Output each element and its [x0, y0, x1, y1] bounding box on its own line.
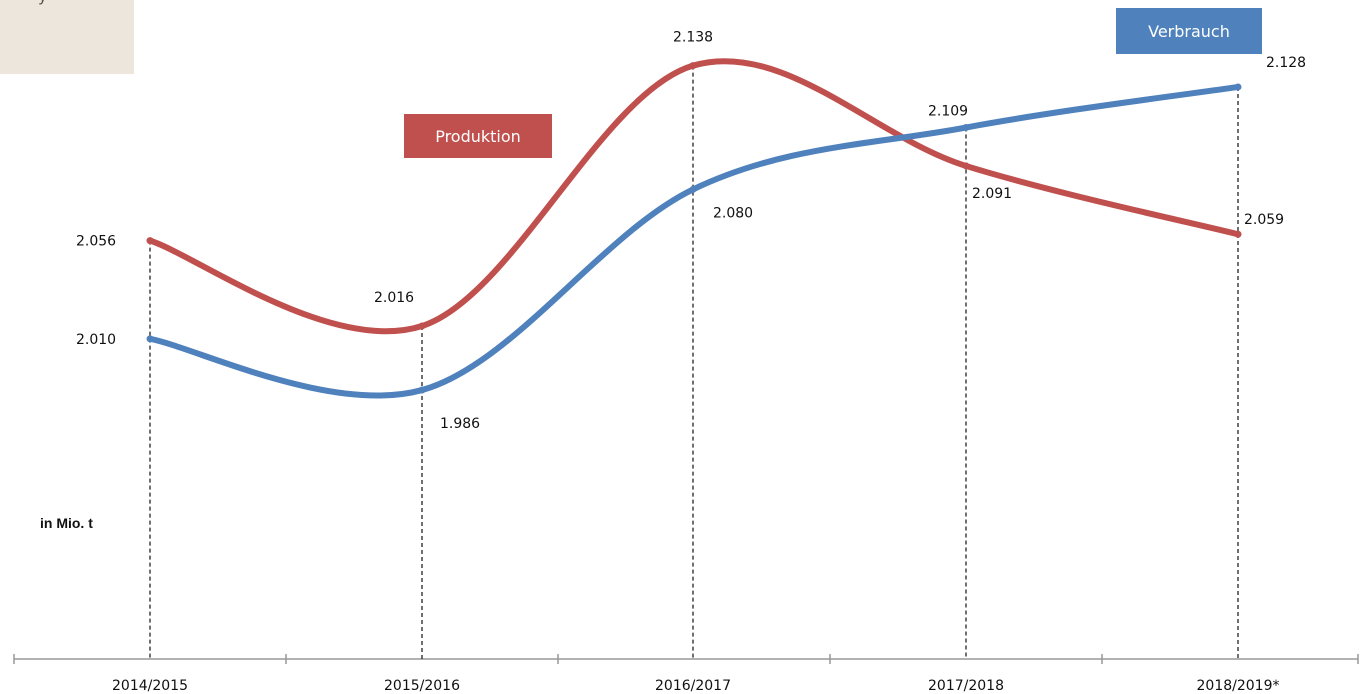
legend-produktion: Produktion: [404, 114, 552, 158]
legend-verbrauch: Verbrauch: [1116, 8, 1262, 54]
produktion-point: [962, 162, 970, 170]
verbrauch-line: [147, 83, 1241, 399]
verbrauch-data-label: 2.010: [76, 332, 116, 348]
produktion-data-label: 2.138: [673, 30, 713, 46]
x-tick-label: 2018/2019*: [1197, 678, 1280, 694]
produktion-point: [146, 237, 154, 245]
corner-text: y: [38, 0, 47, 5]
produktion-data-label: 2.016: [374, 290, 414, 306]
verbrauch-point: [962, 124, 970, 132]
produktion-data-label: 2.059: [1244, 212, 1284, 228]
verbrauch-data-label: 2.128: [1266, 55, 1306, 71]
verbrauch-point: [146, 335, 154, 343]
produktion-point: [418, 322, 426, 330]
legend-produktion-label: Produktion: [435, 126, 521, 146]
corner-decoration: y: [0, 0, 134, 74]
x-tick-label: 2014/2015: [112, 678, 188, 694]
verbrauch-data-label: 1.986: [440, 416, 480, 432]
produktion-point: [1234, 230, 1242, 238]
produktion-data-label: 2.056: [76, 234, 116, 250]
produktion-point: [689, 62, 697, 70]
verbrauch-data-label: 2.080: [713, 205, 753, 221]
x-tick-label: 2017/2018: [928, 678, 1004, 694]
x-tick-label: 2016/2017: [655, 678, 731, 694]
produktion-data-label: 2.091: [972, 186, 1012, 202]
verbrauch-point: [418, 386, 426, 394]
produktion-line: [147, 58, 1241, 335]
verbrauch-point: [1234, 83, 1242, 91]
legend-verbrauch-label: Verbrauch: [1148, 21, 1230, 41]
x-tick-label: 2015/2016: [384, 678, 460, 694]
unit-label: in Mio. t: [40, 515, 93, 531]
verbrauch-data-label: 2.109: [928, 104, 968, 120]
verbrauch-point: [689, 185, 697, 193]
